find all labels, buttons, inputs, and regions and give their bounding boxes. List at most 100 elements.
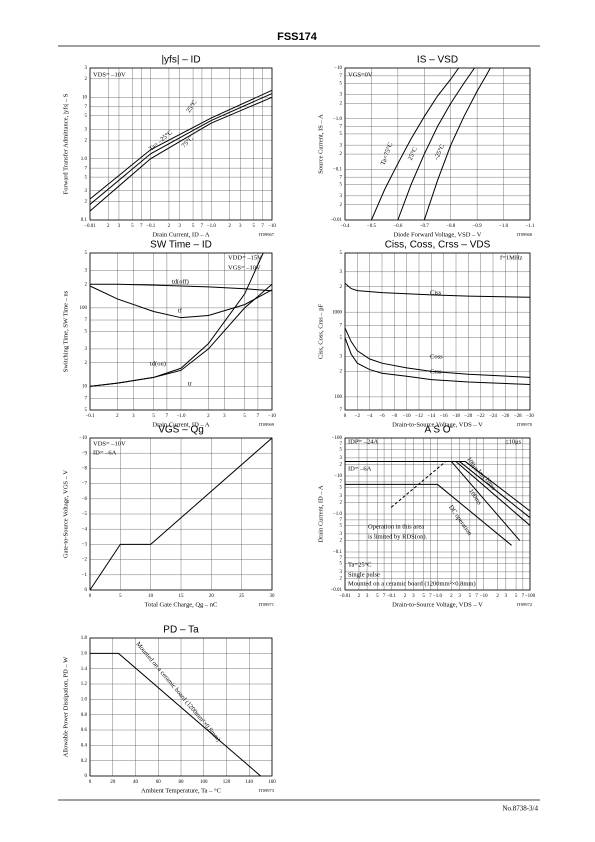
y-axis-label: Forward Transfer Admittance, |yfs| – S bbox=[62, 93, 69, 194]
plot-frame bbox=[344, 437, 531, 591]
y-tick-label: 5 bbox=[340, 336, 343, 341]
x-tick-label: 0 bbox=[344, 414, 347, 419]
y-tick-label: 2 bbox=[340, 102, 343, 107]
x-tick-label: 2 bbox=[496, 594, 499, 599]
y-tick-label: 1.6 bbox=[81, 651, 88, 656]
x-tick-label: −12 bbox=[415, 414, 423, 419]
y-tick-label: 7 bbox=[340, 125, 343, 130]
x-tick-label: −1.0 bbox=[499, 224, 509, 229]
y-tick-label: 3 bbox=[340, 570, 343, 575]
y-tick-label: −4 bbox=[82, 527, 88, 532]
annotation: VGS= –10V bbox=[228, 264, 261, 271]
x-tick-label: 2 bbox=[168, 224, 171, 229]
y-tick-label: 0.8 bbox=[81, 713, 88, 718]
y-tick-label: −10 bbox=[334, 474, 342, 479]
y-tick-label: 2 bbox=[340, 539, 343, 544]
curve bbox=[344, 282, 531, 298]
x-axis-label: Diode Forward Voltage, VSD – V bbox=[394, 231, 482, 238]
x-tick-label: −6 bbox=[379, 414, 385, 419]
x-tick-label: −8 bbox=[392, 414, 398, 419]
curve-label: 75°C bbox=[181, 135, 195, 149]
x-tick-label: −0.4 bbox=[340, 224, 350, 229]
curve-label: Crss bbox=[430, 368, 442, 375]
curve bbox=[89, 252, 264, 387]
curve bbox=[89, 89, 273, 200]
y-tick-label: −100 bbox=[332, 436, 343, 441]
x-tick-label: 2 bbox=[404, 594, 407, 599]
curve-label: 25°C bbox=[185, 99, 198, 114]
y-tick-label: −8 bbox=[82, 467, 88, 472]
y-axis-label: Drain Current, ID – A bbox=[317, 485, 324, 543]
y-tick-label: 100 bbox=[80, 306, 88, 311]
x-tick-label: 160 bbox=[268, 780, 276, 785]
annotation: VDD= –15V bbox=[228, 254, 262, 261]
curve-label: Ta= –25°C bbox=[148, 129, 174, 153]
curve bbox=[89, 283, 273, 387]
y-axis-label: Switching Time, SW Time – ns bbox=[62, 290, 69, 372]
plot-frame bbox=[344, 67, 531, 221]
curve bbox=[90, 283, 273, 292]
x-tick-label: −1.0 bbox=[207, 224, 217, 229]
y-tick-label: 3 bbox=[85, 347, 88, 352]
y-tick-label: −10 bbox=[79, 436, 87, 441]
x-tick-label: 80 bbox=[179, 780, 185, 785]
y-tick-label: 3 bbox=[340, 93, 343, 98]
x-tick-label: 20 bbox=[209, 594, 215, 599]
x-tick-label: 0 bbox=[89, 594, 92, 599]
x-tick-label: 20 bbox=[110, 780, 116, 785]
annotation: VDS= –10V bbox=[93, 71, 126, 78]
y-tick-label: −1.0 bbox=[333, 512, 343, 517]
annotation: f=1MHz bbox=[500, 254, 523, 261]
x-tick-label: 5 bbox=[376, 594, 379, 599]
plot-frame bbox=[89, 252, 273, 411]
x-axis-label: Ambient Temperature, Ta – °C bbox=[141, 787, 221, 794]
y-tick-label: 5 bbox=[340, 183, 343, 188]
y-tick-label: 5 bbox=[85, 408, 88, 413]
x-tick-label: 7 bbox=[522, 594, 525, 599]
x-tick-label: 5 bbox=[252, 224, 255, 229]
y-tick-label: −7 bbox=[82, 482, 88, 487]
x-tick-label: 3 bbox=[118, 224, 121, 229]
x-tick-label: 120 bbox=[223, 780, 231, 785]
curve bbox=[89, 93, 273, 205]
y-tick-label: 100 bbox=[335, 395, 343, 400]
x-tick-label: 7 bbox=[429, 594, 432, 599]
x-tick-label: 3 bbox=[223, 414, 226, 419]
x-tick-label: 3 bbox=[178, 224, 181, 229]
y-tick-label: 1.4 bbox=[81, 667, 88, 672]
x-tick-label: −0.8 bbox=[446, 224, 456, 229]
y-tick-label: 0 bbox=[85, 774, 88, 779]
y-tick-label: 7 bbox=[85, 397, 88, 402]
curve bbox=[459, 461, 531, 519]
y-tick-label: 5 bbox=[340, 486, 343, 491]
y-tick-label: 5 bbox=[340, 562, 343, 567]
y-tick-label: 5 bbox=[85, 330, 88, 335]
y-tick-label: 0.6 bbox=[81, 728, 88, 733]
x-tick-label: 3 bbox=[505, 594, 508, 599]
x-axis-label: Total Gate Charge, Qg – nC bbox=[145, 601, 218, 608]
curve bbox=[89, 437, 273, 591]
x-tick-label: 3 bbox=[132, 414, 135, 419]
x-tick-label: −24 bbox=[489, 414, 497, 419]
curve bbox=[390, 461, 446, 508]
x-tick-label: −0.1 bbox=[387, 594, 397, 599]
annotation: ID= –6A bbox=[93, 449, 117, 456]
y-tick-label: 1000 bbox=[332, 310, 343, 315]
y-tick-label: 0.2 bbox=[81, 759, 88, 764]
annotation: VDS= –10V bbox=[93, 440, 126, 447]
curve-label: tr bbox=[188, 380, 193, 387]
y-tick-label: −1.0 bbox=[333, 117, 343, 122]
y-tick-label: 2 bbox=[85, 200, 88, 205]
x-tick-label: 5 bbox=[469, 594, 472, 599]
chart-title: A S O bbox=[424, 425, 450, 436]
x-tick-label: 60 bbox=[156, 780, 162, 785]
y-tick-label: 5 bbox=[340, 132, 343, 137]
x-tick-label: −26 bbox=[501, 414, 509, 419]
chart-title: VGS – Qg bbox=[158, 425, 204, 436]
x-tick-label: −10 bbox=[268, 224, 276, 229]
curve-label: –25°C bbox=[432, 143, 446, 162]
y-tick-label: 1.8 bbox=[81, 636, 88, 641]
annotation: Operation in this area bbox=[368, 523, 424, 530]
x-tick-label: 140 bbox=[246, 780, 254, 785]
annotation: 100ms bbox=[467, 488, 483, 507]
